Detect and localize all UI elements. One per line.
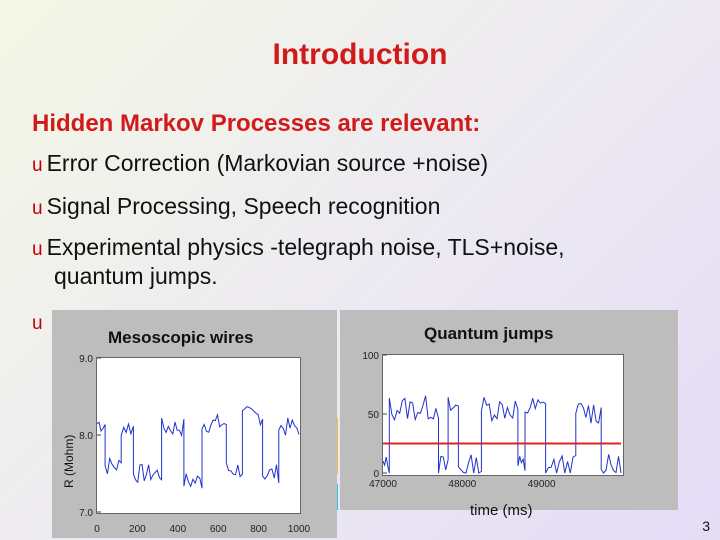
bullet-mark-icon: u [32, 239, 43, 260]
plot-area [382, 354, 624, 476]
x-tick-label: 200 [129, 524, 146, 535]
bullet-experimental-physics: u Experimental physics -telegraph noise, … [32, 234, 565, 261]
quantum-chart-svg: 47000 48000 49000 0 50 100 [362, 351, 622, 490]
page-number: 3 [702, 518, 710, 534]
bullet-text: Experimental physics -telegraph noise, T… [46, 234, 565, 260]
x-tick-label: 600 [210, 524, 227, 535]
chart-title: Quantum jumps [424, 324, 554, 343]
bullet-hidden: u [32, 308, 47, 335]
series-trace [382, 395, 622, 474]
y-tick-label: 8.0 [79, 431, 93, 442]
bullet-continuation: quantum jumps. [54, 263, 218, 289]
x-tick-label: 49000 [528, 479, 556, 490]
mesoscopic-chart-svg: 0 200 400 600 800 1000 7.0 8.0 9.0 [79, 354, 311, 535]
bullet-mark-icon: u [32, 313, 43, 334]
bullet-mark-icon: u [32, 155, 43, 176]
quantum-jumps-panel: Quantum jumps 47000 48000 49000 0 50 100 time… [340, 310, 678, 519]
series-trace [96, 406, 300, 489]
x-tick-label: 400 [169, 524, 186, 535]
y-tick-label: 50 [368, 410, 380, 421]
y-tick-label: 100 [362, 351, 379, 362]
y-tick-label: 9.0 [79, 354, 93, 365]
bullet-signal-processing: u Signal Processing, Speech recognition [32, 193, 440, 220]
slide-heading: Hidden Markov Processes are relevant: [32, 110, 481, 137]
x-tick-label: 800 [250, 524, 267, 535]
x-tick-label: 1000 [288, 524, 311, 535]
bullet-text: Error Correction (Markovian source +nois… [46, 150, 489, 176]
slide-title: Introduction [272, 38, 448, 71]
bullet-error-correction: u Error Correction (Markovian source +noi… [32, 150, 488, 177]
bullet-text: Signal Processing, Speech recognition [46, 193, 441, 219]
x-tick-label: 0 [94, 524, 100, 535]
y-tick-label: 0 [373, 469, 379, 480]
mesoscopic-wires-panel: Mesoscopic wires R (Mohm) 0 200 400 600 800 1… [52, 310, 337, 538]
y-tick-label: 7.0 [79, 508, 93, 519]
x-tick-label: 48000 [448, 479, 476, 490]
chart-title: Mesoscopic wires [108, 328, 254, 347]
x-tick-label: 47000 [369, 479, 397, 490]
bullet-mark-icon: u [32, 198, 43, 219]
plot-area [96, 357, 301, 514]
x-axis-label: time (ms) [470, 502, 533, 519]
